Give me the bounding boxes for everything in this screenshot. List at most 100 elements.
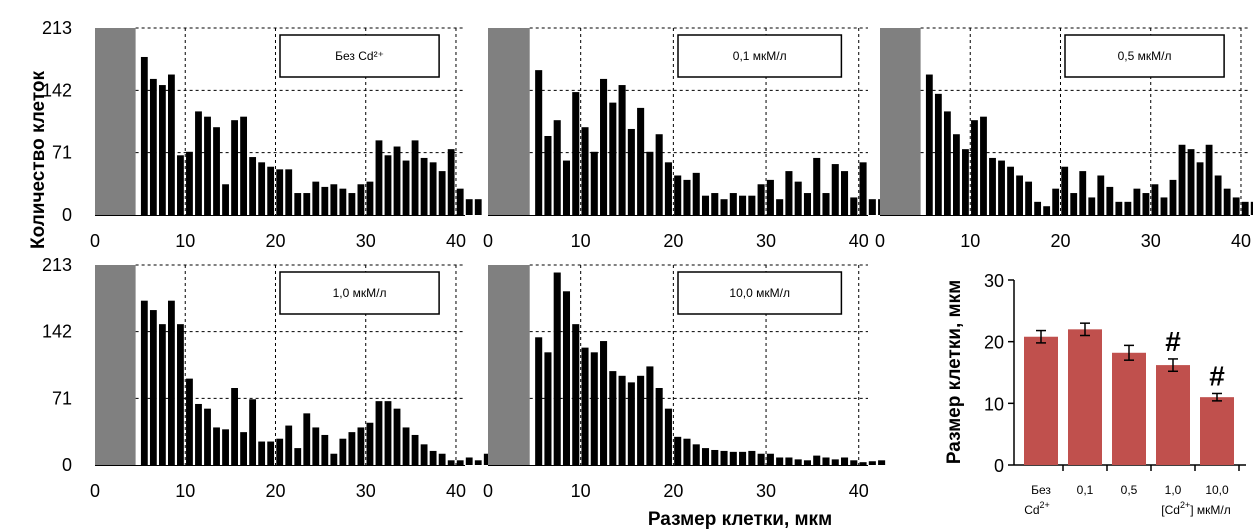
histogram-bar <box>646 151 654 215</box>
histogram-bar <box>998 160 1005 215</box>
histogram-bar <box>878 460 886 465</box>
condition-label: 10,0 мкМ/л <box>729 286 790 300</box>
histogram-bar <box>664 162 672 215</box>
histogram-bar <box>474 199 482 215</box>
histogram-bar <box>1178 144 1186 215</box>
histogram-bar <box>840 171 849 215</box>
histogram-bar <box>384 401 392 465</box>
histogram-bar <box>720 199 728 215</box>
histogram-bar <box>562 291 571 465</box>
histogram-bar <box>167 74 175 215</box>
histogram-bar <box>294 448 302 465</box>
histogram-bar <box>637 107 645 215</box>
histogram-bar <box>429 450 437 465</box>
histogram-bar <box>822 457 830 465</box>
histogram-bar <box>285 425 293 465</box>
x-tick-label: 40 <box>849 231 869 251</box>
x-tick-label: 0 <box>90 481 100 501</box>
x-tick-label: 20 <box>265 231 285 251</box>
x-tick-label: 20 <box>663 231 683 251</box>
histogram-bar <box>1124 201 1132 215</box>
histogram-bar <box>729 193 737 215</box>
histogram-bar <box>276 438 284 465</box>
y-tick-label: 0 <box>62 205 72 225</box>
histogram-bar <box>785 171 793 215</box>
histogram-bar <box>1097 175 1105 215</box>
histogram-bar <box>831 164 839 215</box>
histogram-bar <box>402 160 410 215</box>
histogram-bar <box>618 375 626 465</box>
histogram-bar <box>757 453 765 465</box>
significance-marker: # <box>1165 326 1181 357</box>
histogram-bar <box>600 78 608 215</box>
histogram-bar <box>321 434 329 465</box>
histogram-bar <box>195 111 202 215</box>
histogram-bar <box>465 199 473 215</box>
histogram-panel-3: 0 10 20 30 40 0,5 мкМ/л <box>875 27 1253 251</box>
summary-category-label: 0,5 <box>1121 483 1138 497</box>
histogram-bar <box>590 352 598 465</box>
histogram-bar <box>276 169 284 215</box>
histogram-bar <box>581 347 589 465</box>
histogram-bar <box>339 438 347 465</box>
summary-bar <box>1156 365 1190 465</box>
histogram-bar <box>158 85 166 215</box>
histogram-bar <box>701 195 710 215</box>
histogram-bar <box>149 78 157 215</box>
x-tick-label: 30 <box>356 481 376 501</box>
histogram-bar <box>813 157 821 215</box>
histogram-bar <box>375 140 383 215</box>
histogram-bar <box>177 324 184 465</box>
histogram-bar <box>303 413 311 465</box>
summary-bar <box>1112 352 1146 465</box>
histogram-panel-4: 0 10 20 30 40 0 71 142 213 1,0 мкМ/л <box>42 255 500 501</box>
histogram-bar <box>748 450 756 465</box>
histogram-bar <box>701 448 710 465</box>
histogram-bar <box>366 422 374 465</box>
summary-bar <box>1024 336 1058 465</box>
histogram-bar <box>339 188 347 215</box>
condition-label: Без Cd²⁺ <box>335 49 384 63</box>
x-tick-label: 10 <box>960 231 980 251</box>
histogram-bar <box>711 193 719 215</box>
histogram-bar <box>925 74 933 215</box>
histogram-bar <box>1088 197 1096 215</box>
x-tick-label: 0 <box>483 231 493 251</box>
summary-y-tick-label: 30 <box>984 271 1004 291</box>
x-tick-label: 20 <box>663 481 683 501</box>
histogram-bar <box>357 427 365 465</box>
x-axis-title-superscript: 2+ <box>1180 500 1190 510</box>
y-tick-label: 213 <box>42 18 72 38</box>
histogram-bar <box>766 453 774 465</box>
condition-label: 0,1 мкМ/л <box>733 49 787 63</box>
histogram-bar <box>655 134 663 215</box>
histogram-bar <box>971 120 978 215</box>
excluded-size-band <box>488 28 530 215</box>
x-tick-label: 40 <box>1231 231 1251 251</box>
histogram-bar <box>748 195 756 215</box>
histogram-bar <box>962 149 969 215</box>
histogram-bar <box>692 444 700 465</box>
histogram-bar <box>664 408 672 465</box>
histogram-bar <box>348 432 356 465</box>
condition-label-box <box>279 34 440 78</box>
histogram-bar <box>840 457 849 465</box>
excluded-size-band <box>488 265 530 465</box>
histogram-bar <box>249 399 257 465</box>
condition-label: 1,0 мкМ/л <box>333 286 387 300</box>
histogram-bar <box>1079 171 1087 215</box>
histogram-bar <box>785 457 793 465</box>
x-tick-label: 30 <box>756 231 776 251</box>
histogram-bar <box>393 146 401 215</box>
histogram-bar <box>1007 166 1014 215</box>
histogram-bar <box>465 457 473 465</box>
histogram-bar <box>258 441 266 465</box>
histogram-bar <box>1232 197 1240 215</box>
histogram-bar <box>850 460 858 465</box>
histogram-bar <box>943 111 951 215</box>
histogram-bar <box>411 140 419 215</box>
histogram-bar <box>429 162 437 215</box>
excluded-size-band <box>880 28 921 215</box>
x-axis-title-part: ] мкМ/л <box>1190 503 1231 517</box>
